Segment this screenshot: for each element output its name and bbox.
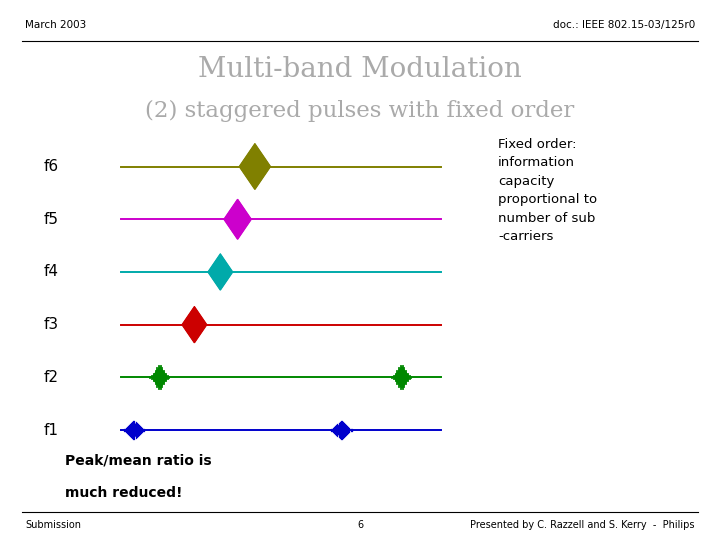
Polygon shape [239, 144, 271, 190]
Text: f5: f5 [43, 212, 58, 227]
Text: 6: 6 [357, 520, 363, 530]
Text: Multi-band Modulation: Multi-band Modulation [198, 56, 522, 83]
Polygon shape [152, 367, 168, 388]
Polygon shape [182, 307, 207, 343]
Text: March 2003: March 2003 [25, 19, 86, 30]
Text: Presented by C. Razzell and S. Kerry  -  Philips: Presented by C. Razzell and S. Kerry - P… [470, 520, 695, 530]
Polygon shape [224, 199, 251, 239]
Text: Peak/mean ratio is: Peak/mean ratio is [65, 454, 212, 468]
Text: (2) staggered pulses with fixed order: (2) staggered pulses with fixed order [145, 100, 575, 122]
Text: f4: f4 [43, 265, 58, 280]
Polygon shape [128, 423, 140, 437]
Text: f6: f6 [43, 159, 58, 174]
Polygon shape [208, 254, 233, 290]
Text: doc.: IEEE 802.15-03/125r0: doc.: IEEE 802.15-03/125r0 [552, 19, 695, 30]
Text: much reduced!: much reduced! [65, 486, 182, 500]
Polygon shape [394, 367, 410, 388]
Text: f3: f3 [43, 317, 58, 332]
Text: f1: f1 [43, 423, 58, 437]
Text: f2: f2 [43, 370, 58, 385]
Text: Fixed order:
information
capacity
proportional to
number of sub
-carriers: Fixed order: information capacity propor… [498, 138, 598, 243]
Text: Submission: Submission [25, 520, 81, 530]
Polygon shape [336, 423, 347, 437]
